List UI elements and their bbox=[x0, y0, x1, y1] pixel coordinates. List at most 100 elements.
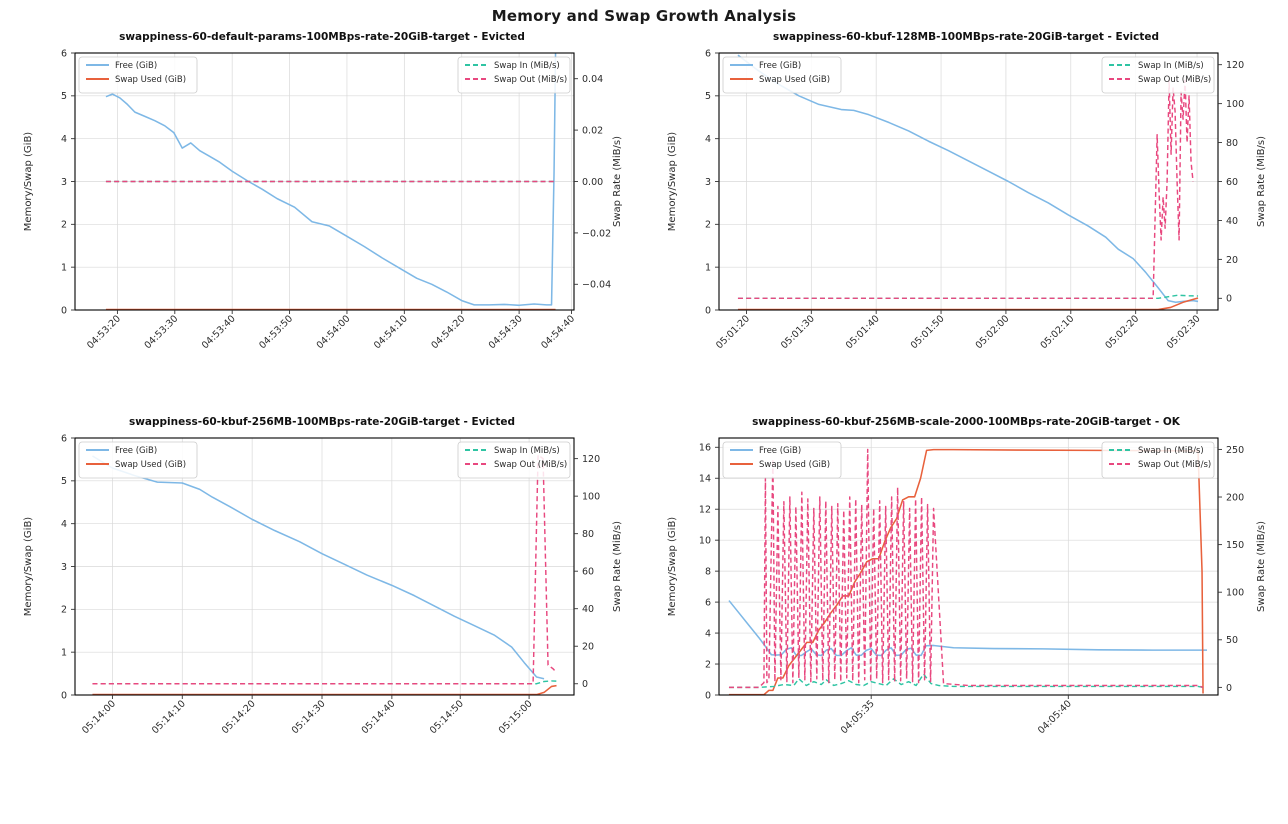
y-tick-label: 1 bbox=[61, 648, 67, 659]
y2-tick-label: 20 bbox=[1226, 255, 1238, 266]
x-tick-label: 05:14:10 bbox=[150, 698, 188, 736]
legend-label: Free (GiB) bbox=[759, 446, 801, 456]
legend-right-3: Swap In (MiB/s) Swap Out (MiB/s) bbox=[457, 441, 571, 479]
x-tick-label: 05:15:00 bbox=[497, 698, 535, 736]
chart-svg-1: 0 1 2 3 4 5 6 −0.04 −0.02 0.00 0.02 0.04 04:53:20 04:… bbox=[23, 48, 623, 351]
series-line bbox=[737, 297, 1199, 310]
chart-title-3: swappiness-60-kbuf-256MB-100MBps-rate-20… bbox=[128, 416, 516, 428]
legend-label: Swap In (MiB/s) bbox=[1138, 446, 1204, 456]
series-group-3 bbox=[92, 454, 558, 695]
y-tick-label: 6 bbox=[705, 48, 711, 59]
x-tick-label: 04:54:00 bbox=[315, 313, 353, 351]
y-tick-label: 5 bbox=[61, 476, 67, 487]
page-title: Memory and Swap Growth Analysis bbox=[491, 7, 797, 25]
legend-label: Swap Used (GiB) bbox=[759, 460, 830, 470]
x-tick-label: 04:05:40 bbox=[1036, 698, 1074, 736]
legend-label: Swap Used (GiB) bbox=[115, 75, 186, 85]
y-tick-label: 2 bbox=[61, 605, 67, 616]
x-tick-label: 04:53:30 bbox=[142, 313, 180, 351]
y2-tick-label: 0.04 bbox=[582, 74, 603, 85]
y2-tick-label: 0 bbox=[582, 679, 588, 690]
x-tick-label: 05:01:50 bbox=[909, 313, 947, 351]
x-tick-label: 05:02:20 bbox=[1103, 313, 1141, 351]
y-tick-label: 14 bbox=[699, 474, 711, 485]
y-tick-label: 2 bbox=[61, 220, 67, 231]
y-axis-label: Memory/Swap (GiB) bbox=[667, 517, 678, 617]
y2-tick-label: −0.04 bbox=[582, 280, 611, 291]
y-tick-label: 5 bbox=[61, 91, 67, 102]
y2-tick-label: 40 bbox=[582, 604, 594, 615]
y2-axis-label: Swap Rate (MiB/s) bbox=[612, 521, 623, 612]
y-tick-label: 16 bbox=[699, 443, 711, 454]
y-tick-label: 5 bbox=[705, 91, 711, 102]
y2-tick-label: 50 bbox=[1226, 635, 1238, 646]
y-tick-label: 2 bbox=[705, 220, 711, 231]
y2-tick-label: 60 bbox=[582, 567, 594, 578]
legend-label: Free (GiB) bbox=[115, 446, 157, 456]
legend-label: Swap Used (GiB) bbox=[115, 460, 186, 470]
x-tick-label: 05:02:10 bbox=[1038, 313, 1076, 351]
series-line bbox=[728, 448, 1204, 695]
x-tick-label: 05:01:30 bbox=[779, 313, 817, 351]
y2-axis-label: Swap Rate (MiB/s) bbox=[1256, 136, 1267, 227]
y-axis-label: Memory/Swap (GiB) bbox=[23, 132, 34, 232]
x-tick-label: 05:14:20 bbox=[220, 698, 258, 736]
y2-tick-label: 120 bbox=[1226, 60, 1244, 71]
series-line bbox=[92, 455, 545, 680]
chart-panel-4: swappiness-60-kbuf-256MB-scale-2000-100M… bbox=[644, 410, 1288, 795]
y2-tick-label: 200 bbox=[1226, 492, 1244, 503]
legend-label: Swap Out (MiB/s) bbox=[494, 75, 567, 85]
y-tick-label: 3 bbox=[705, 177, 711, 188]
y2-tick-label: 250 bbox=[1226, 445, 1244, 456]
chart-panel-1: swappiness-60-default-params-100MBps-rat… bbox=[0, 25, 644, 410]
y-tick-label: 3 bbox=[61, 177, 67, 188]
legend-label: Free (GiB) bbox=[759, 61, 801, 71]
y2-tick-label: 100 bbox=[582, 492, 600, 503]
legend-right-4: Swap In (MiB/s) Swap Out (MiB/s) bbox=[1101, 441, 1215, 479]
legend-left-4: Free (GiB) Swap Used (GiB) bbox=[722, 441, 842, 479]
series-line bbox=[728, 673, 1204, 689]
x-tick-label: 05:02:30 bbox=[1165, 313, 1203, 351]
series-line bbox=[728, 448, 1204, 689]
series-line bbox=[737, 54, 1199, 304]
x-tick-label: 05:14:00 bbox=[80, 698, 118, 736]
x-tick-label: 04:54:20 bbox=[429, 313, 467, 351]
x-tick-label: 04:54:10 bbox=[372, 313, 410, 351]
series-line bbox=[737, 79, 1194, 300]
legend-left-1: Free (GiB) Swap Used (GiB) bbox=[78, 56, 198, 94]
figure-grid: swappiness-60-default-params-100MBps-rat… bbox=[0, 25, 1288, 795]
y2-axis-label: Swap Rate (MiB/s) bbox=[1256, 521, 1267, 612]
y-tick-label: 0 bbox=[61, 690, 67, 701]
chart-svg-4: 0 2 4 6 8 10 12 14 16 0 50 100 150 200 250 04:05:35 04:0… bbox=[667, 437, 1267, 736]
y-tick-label: 3 bbox=[61, 562, 67, 573]
series-line bbox=[92, 454, 558, 685]
legend-label: Swap Used (GiB) bbox=[759, 75, 830, 85]
y-axis-label: Memory/Swap (GiB) bbox=[667, 132, 678, 232]
y2-axis-label: Swap Rate (MiB/s) bbox=[612, 136, 623, 227]
y2-tick-label: 100 bbox=[1226, 99, 1244, 110]
x-tick-label: 04:54:40 bbox=[539, 313, 577, 351]
y2-tick-label: 0.02 bbox=[582, 126, 603, 137]
legend-label: Swap Out (MiB/s) bbox=[1138, 460, 1211, 470]
series-line bbox=[92, 684, 557, 695]
x-tick-label: 05:02:00 bbox=[974, 313, 1012, 351]
y2-tick-label: 0.00 bbox=[582, 177, 603, 188]
y2-tick-label: 120 bbox=[582, 454, 600, 465]
legend-label: Swap In (MiB/s) bbox=[1138, 61, 1204, 71]
legend-label: Free (GiB) bbox=[115, 61, 157, 71]
y-tick-label: 8 bbox=[705, 567, 711, 578]
legend-right-1: Swap In (MiB/s) Swap Out (MiB/s) bbox=[457, 56, 571, 94]
y-tick-label: 1 bbox=[61, 263, 67, 274]
x-tick-label: 05:14:30 bbox=[290, 698, 328, 736]
series-group-4 bbox=[728, 448, 1208, 695]
x-tick-label: 05:14:40 bbox=[360, 698, 398, 736]
y2-tick-label: 80 bbox=[582, 529, 594, 540]
y-tick-label: 6 bbox=[705, 598, 711, 609]
chart-panel-2: swappiness-60-kbuf-128MB-100MBps-rate-20… bbox=[644, 25, 1288, 410]
y-tick-label: 1 bbox=[705, 263, 711, 274]
x-tick-label: 04:53:50 bbox=[257, 313, 295, 351]
x-tick-label: 04:54:30 bbox=[487, 313, 525, 351]
chart-panel-3: swappiness-60-kbuf-256MB-100MBps-rate-20… bbox=[0, 410, 644, 795]
